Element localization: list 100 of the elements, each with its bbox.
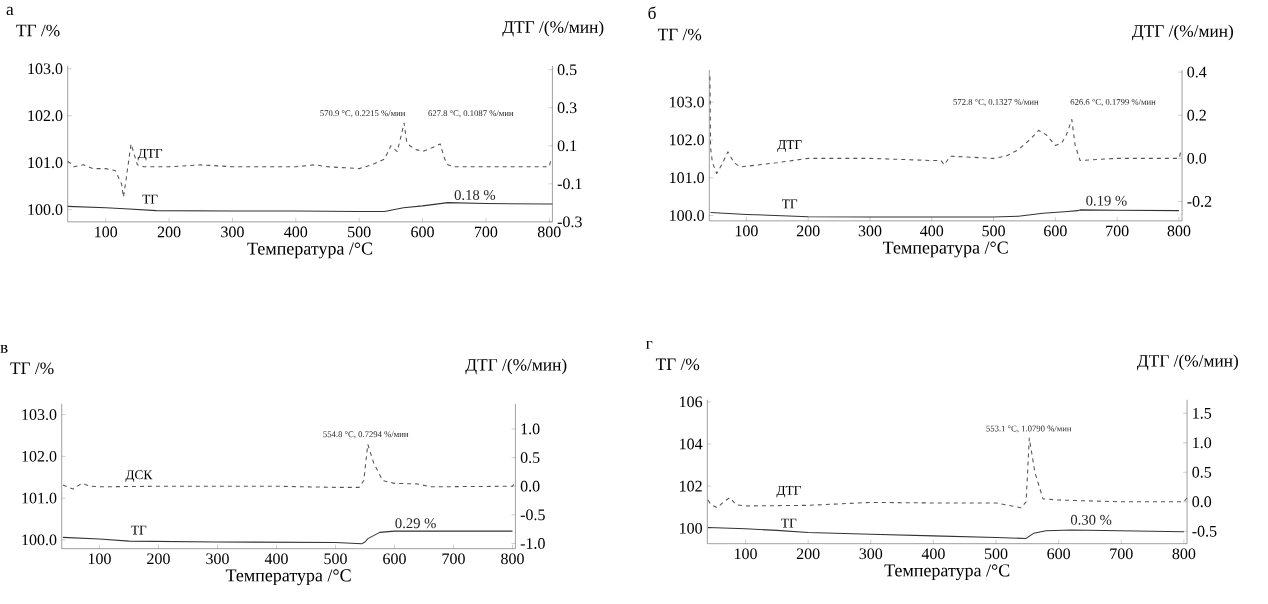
y2-tick-label: 0.0: [520, 480, 540, 492]
y-axis-title: ТГ /%: [657, 28, 702, 41]
annotation: 0.29 %: [395, 518, 436, 529]
x-tick-label: 300: [221, 226, 244, 238]
x-tick-label: 400: [920, 225, 944, 237]
x-tick-label: 100: [735, 225, 758, 237]
y2-axis-title: ДТГ /(%/мин): [502, 20, 604, 37]
y-tick-label: 101.0: [28, 157, 63, 169]
y-tick-label: 106: [680, 396, 703, 408]
y2-tick-label: 0.4: [1187, 66, 1207, 78]
x-tick-label: 800: [1172, 548, 1196, 560]
y2-tick-label: 0.5: [557, 64, 577, 76]
annotation: 0.18 %: [454, 190, 496, 201]
y-tick-label: 102: [680, 480, 702, 492]
x-tick-label: 500: [324, 553, 347, 565]
y-tick-label: 100.0: [22, 534, 57, 546]
y2-tick-label: 0.0: [1187, 153, 1207, 164]
series-label: ТГ: [142, 194, 158, 204]
y2-tick-label: -1.0: [520, 538, 545, 550]
y2-tick-label: -0.5: [520, 509, 545, 521]
y2-tick-label: 0.0: [1192, 496, 1212, 508]
x-axis-title: Температура /°C: [247, 242, 373, 259]
y2-tick-label: -0.5: [1192, 526, 1217, 537]
series-label: ДТГ: [776, 486, 801, 498]
line-series: [707, 527, 1185, 540]
line-series: [67, 202, 553, 213]
y2-axis-title: ДТГ /(%/мин): [1132, 24, 1233, 41]
x-tick-label: 200: [796, 548, 820, 560]
line-series: [710, 209, 1180, 218]
y2-tick-label: -0.1: [557, 178, 582, 190]
y-tick-label: 104: [680, 438, 703, 450]
x-tick-label: 200: [157, 226, 181, 238]
y2-tick-label: 0.3: [557, 102, 577, 114]
annotation: 0.19 %: [1086, 195, 1127, 206]
y-tick-label: 102.0: [28, 110, 63, 122]
series-label: ДТГ: [777, 140, 802, 153]
annotation: 572.8 °C, 0.1327 %/мин: [953, 99, 1039, 107]
x-tick-label: 300: [859, 548, 883, 560]
annotation: 626.6 °C, 0.1799 %/мин: [1070, 99, 1156, 107]
chart-title: в: [0, 345, 8, 354]
y2-tick-label: 0.5: [520, 452, 540, 464]
y2-tick-label: 0.1: [557, 140, 577, 152]
y2-tick-label: -0.2: [1187, 196, 1212, 208]
x-tick-label: 400: [264, 553, 288, 565]
y2-tick-label: -0.3: [557, 216, 582, 228]
y-tick-label: 103.0: [670, 96, 704, 108]
y2-tick-label: 1.0: [521, 423, 540, 435]
x-tick-label: 800: [537, 226, 561, 238]
y-tick-label: 103.0: [22, 409, 57, 421]
y-axis-title: ТГ /%: [655, 358, 700, 371]
chart-title: г: [645, 341, 653, 350]
x-tick-label: 200: [796, 225, 820, 237]
series-label: ДСК: [125, 470, 153, 483]
x-tick-label: 200: [147, 553, 170, 565]
x-axis-title: Температура /°C: [884, 564, 1010, 581]
y2-tick-label: 0.2: [1187, 109, 1206, 121]
y-axis-title: ТГ /%: [10, 362, 54, 375]
series-label: ТГ: [782, 199, 798, 209]
x-tick-label: 300: [858, 225, 882, 237]
x-axis-title: Температура /°C: [225, 569, 351, 586]
annotation: 553.1 °C, 1.0790 %/мин: [986, 425, 1072, 433]
annotation: 570.9 °C, 0.2215 %/мин: [320, 110, 406, 118]
x-tick-label: 700: [1110, 548, 1133, 560]
x-tick-label: 500: [984, 548, 1008, 560]
x-tick-label: 100: [734, 548, 757, 560]
x-tick-label: 500: [982, 225, 1005, 237]
y-tick-label: 102.0: [670, 134, 704, 146]
series-label: ДТГ: [137, 149, 163, 161]
y2-axis-title: ДТГ /(%/мин): [1137, 354, 1238, 371]
x-tick-label: 600: [1044, 225, 1067, 237]
annotation: 0.30 %: [1070, 515, 1112, 525]
y-tick-label: 100.0: [670, 210, 704, 222]
x-tick-label: 700: [1106, 225, 1129, 237]
chart-title: а: [6, 6, 14, 16]
y-tick-label: 101.0: [670, 172, 704, 184]
y-tick-label: 102.0: [22, 451, 57, 462]
y-tick-label: 100.0: [28, 204, 63, 216]
y2-axis-title: ДТГ /(%/мин): [465, 358, 567, 375]
y-tick-label: 101.0: [22, 492, 57, 504]
x-tick-label: 100: [95, 226, 118, 238]
annotation: 554.8 °C, 0.7294 %/мин: [323, 431, 409, 439]
x-tick-label: 400: [284, 226, 308, 238]
x-axis-title: Температура /°C: [882, 241, 1008, 258]
x-tick-label: 800: [1167, 225, 1191, 237]
y2-tick-label: 0.5: [1192, 467, 1212, 478]
x-tick-label: 700: [474, 226, 498, 238]
series-label: ТГ: [781, 518, 797, 528]
x-tick-label: 400: [921, 548, 945, 560]
x-tick-label: 300: [206, 553, 229, 565]
y2-tick-label: 1.0: [1193, 437, 1212, 449]
x-tick-label: 600: [383, 553, 406, 565]
annotation: 627.8 °C, 0.1087 %/мин: [428, 110, 514, 118]
chart-title: б: [648, 6, 656, 20]
series-label: ТГ: [131, 525, 147, 535]
y2-tick-label: 1.5: [1193, 408, 1212, 419]
x-tick-label: 600: [411, 226, 434, 238]
x-tick-label: 600: [1047, 548, 1071, 560]
y-tick-label: 100: [680, 523, 702, 534]
x-tick-label: 100: [88, 553, 111, 565]
x-tick-label: 500: [348, 226, 371, 238]
